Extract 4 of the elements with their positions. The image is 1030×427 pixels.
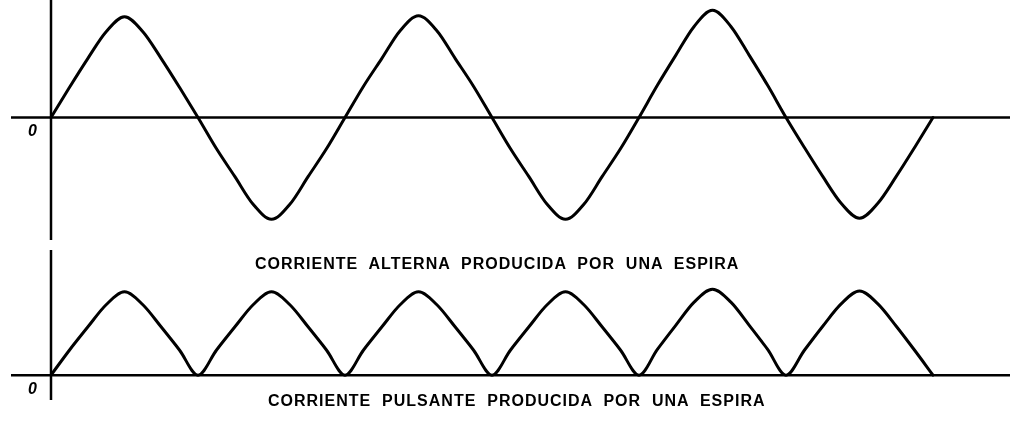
text: CORRIENTE PULSANTE PRODUCIDA POR UNA ESPIRA [268, 392, 766, 410]
text: 0 [28, 121, 38, 139]
text: CORRIENTE ALTERNA PRODUCIDA POR UNA ESPIRA [255, 255, 740, 273]
text: 0 [28, 379, 38, 397]
